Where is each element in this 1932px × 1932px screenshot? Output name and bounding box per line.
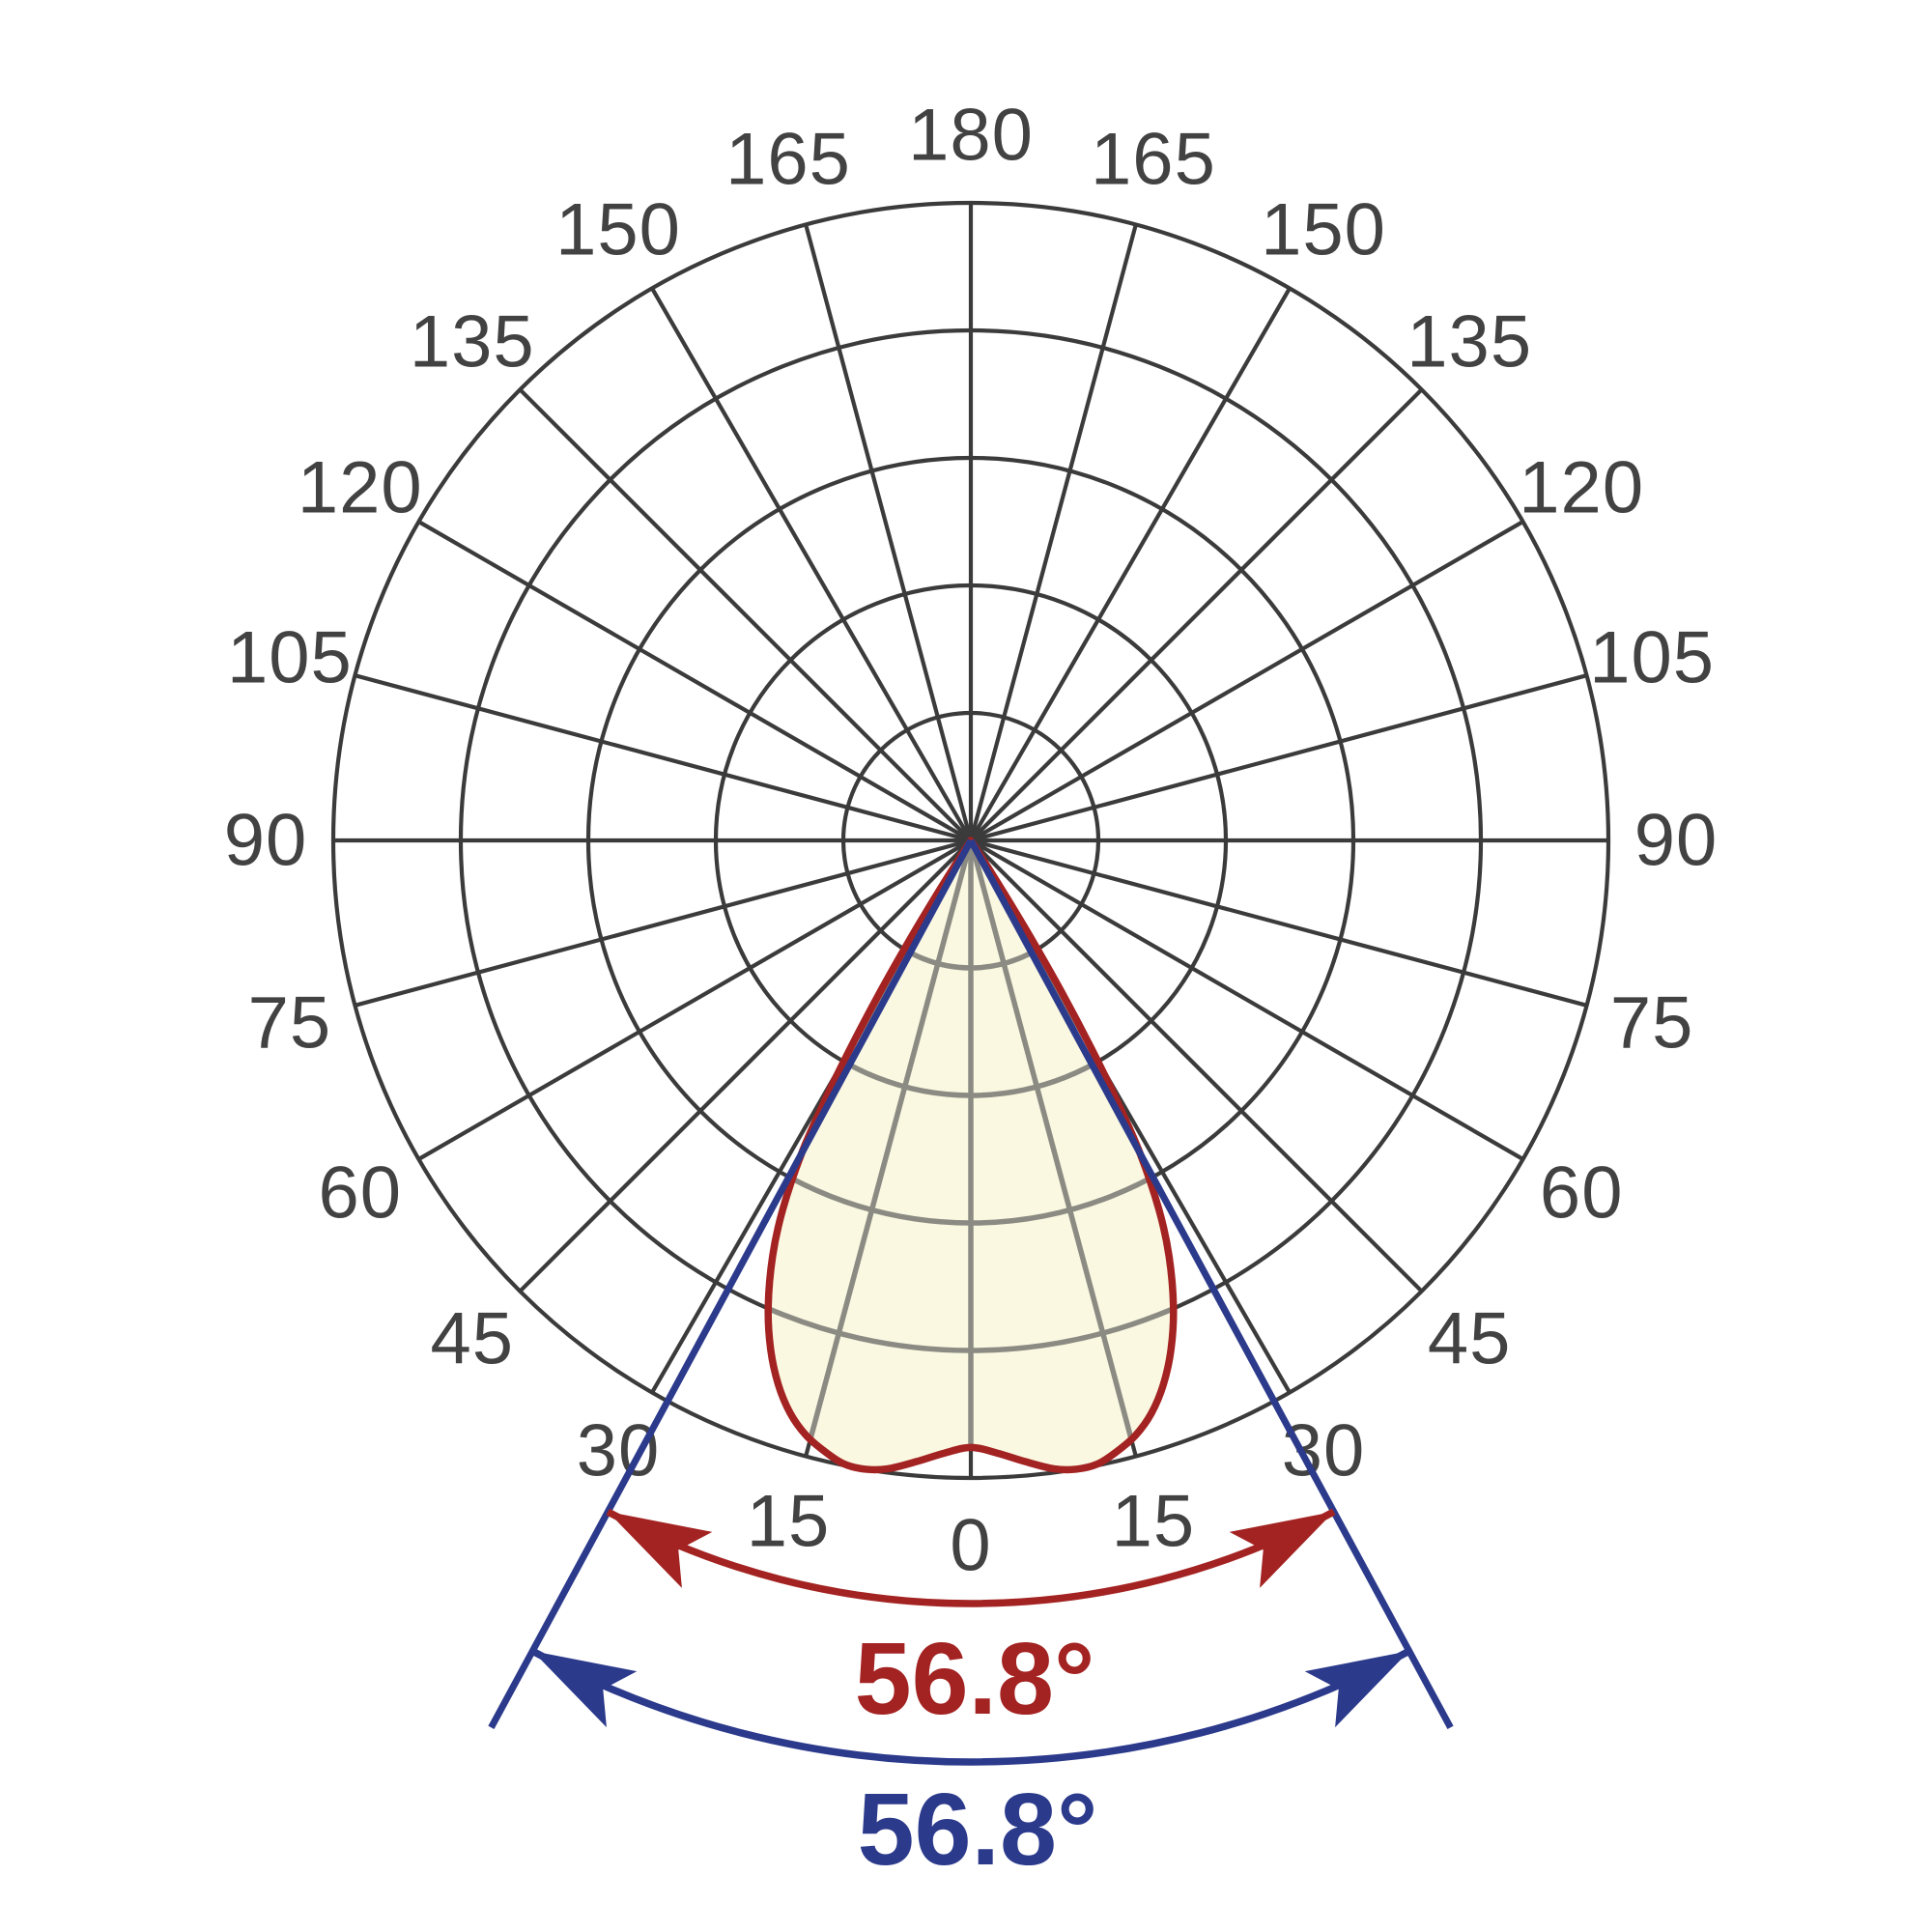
angle-tick-label: 105 — [1589, 617, 1715, 699]
angle-tick-label: 0 — [950, 1505, 991, 1587]
angle-tick-label: 180 — [908, 95, 1034, 177]
angle-tick-label: 45 — [1428, 1298, 1512, 1380]
grid-spoke — [650, 287, 973, 842]
angle-tick-label: 150 — [555, 188, 681, 270]
blue-beam-angle-value: 56.8° — [858, 1773, 1098, 1887]
angle-tick-label: 45 — [431, 1298, 515, 1380]
inner-grid-spoke — [968, 840, 1139, 1458]
beam-angle-line-left — [488, 838, 975, 1730]
grid-spoke — [354, 838, 972, 1008]
angle-tick-label: 120 — [1519, 447, 1644, 529]
angle-tick-label: 120 — [298, 447, 423, 529]
grid-spoke — [518, 838, 973, 1293]
grid-spoke — [970, 673, 1588, 843]
blue-angle-arc-arrowhead — [532, 1651, 638, 1728]
angle-tick-label: 60 — [1540, 1152, 1624, 1235]
angle-tick-label: 30 — [577, 1410, 661, 1492]
angle-tick-label: 15 — [1112, 1481, 1196, 1563]
angle-tick-label: 165 — [725, 118, 851, 200]
grid-spoke — [969, 287, 1292, 842]
angle-tick-label: 165 — [1091, 118, 1216, 200]
angle-tick-label: 75 — [1610, 981, 1694, 1064]
grid-spoke — [804, 223, 974, 841]
beam-angle-annotations: 56.8° 56.8° — [855, 1622, 1098, 1887]
grid-spoke — [969, 387, 1424, 842]
angle-tick-label: 90 — [224, 800, 308, 882]
blue-angle-arc — [530, 1647, 1411, 1766]
angle-tick-label: 150 — [1261, 188, 1386, 270]
red-angle-arc — [606, 1508, 1336, 1607]
grid-spoke — [417, 838, 973, 1161]
grid-spoke — [417, 520, 973, 842]
angle-tick-label: 135 — [410, 300, 535, 383]
inner-grid-spoke — [803, 840, 974, 1458]
grid-spoke — [354, 673, 972, 843]
red-angle-arc-arrowhead — [608, 1511, 713, 1588]
grid-spoke — [968, 223, 1138, 841]
grid-spoke — [970, 838, 1588, 1008]
angle-tick-labels: 0 15 15 30 30 45 45 60 60 75 75 90 90 105 105 120 120 135… — [224, 95, 1719, 1587]
angle-tick-label: 15 — [747, 1481, 831, 1563]
angle-tick-label: 60 — [319, 1152, 403, 1235]
blue-angle-arc-arrowhead — [1304, 1651, 1409, 1728]
blue-angle-arc-line — [530, 1647, 1411, 1766]
red-beam-angle-value: 56.8° — [855, 1622, 1095, 1736]
grid-spoke — [969, 520, 1524, 842]
angle-tick-label: 30 — [1282, 1410, 1366, 1492]
beam-angle-line-right — [967, 838, 1454, 1730]
angle-tick-label: 90 — [1634, 800, 1719, 882]
grid-spoke — [969, 838, 1424, 1293]
grid-spoke — [969, 838, 1524, 1161]
angle-tick-label: 105 — [227, 617, 353, 699]
grid-spoke — [518, 387, 973, 842]
angle-tick-label: 75 — [248, 981, 332, 1064]
angle-tick-label: 135 — [1406, 300, 1532, 383]
red-angle-arc-arrowhead — [1229, 1511, 1334, 1588]
red-angle-arc-line — [606, 1508, 1336, 1607]
polar-chart-generated: 0 15 15 30 30 45 45 60 60 75 75 90 90 105 105 120 120 135… — [224, 95, 1719, 1766]
